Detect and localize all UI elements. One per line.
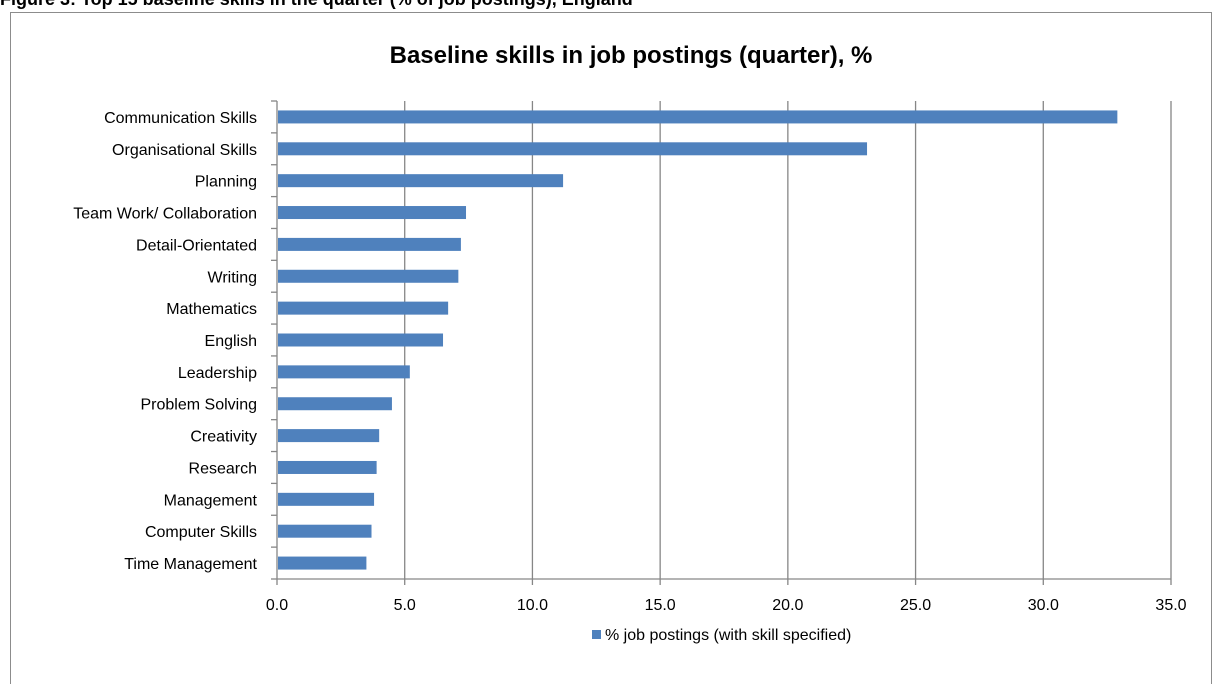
figure-caption: Figure 3: Top 15 baseline skills in the … [0, 0, 1214, 11]
legend-swatch [592, 630, 601, 639]
category-label: Communication Skills [104, 110, 257, 127]
bars [278, 110, 1118, 570]
category-labels: Communication Skills Organisational Skill… [73, 110, 257, 573]
x-tick-label: 20.0 [772, 597, 803, 614]
bar [278, 269, 459, 283]
x-tick-label: 35.0 [1155, 597, 1186, 614]
bar [278, 333, 444, 347]
x-tick-label: 10.0 [517, 597, 548, 614]
category-label: Writing [208, 269, 258, 286]
category-label: English [205, 333, 257, 350]
category-label: Problem Solving [141, 397, 258, 414]
x-tick-label: 0.0 [266, 597, 288, 614]
bar [278, 142, 868, 156]
bar [278, 206, 467, 220]
category-label: Time Management [124, 556, 257, 573]
category-label: Organisational Skills [112, 142, 257, 159]
x-tick-label: 5.0 [394, 597, 416, 614]
bar [278, 174, 564, 188]
chart-title: Baseline skills in job postings (quarter… [390, 42, 873, 69]
bar-chart: Baseline skills in job postings (quarter… [73, 42, 1187, 644]
bar [278, 110, 1118, 124]
x-tick-label: 30.0 [1028, 597, 1059, 614]
x-tick-label: 25.0 [900, 597, 931, 614]
chart-frame: Baseline skills in job postings (quarter… [10, 12, 1212, 684]
x-tick-labels: 0.0 5.0 10.0 15.0 20.0 25.0 30.0 35.0 [266, 597, 1187, 614]
bar [278, 524, 372, 538]
bar [278, 301, 449, 315]
bar [278, 397, 392, 411]
axes [271, 100, 1172, 585]
legend-label: % job postings (with skill specified) [605, 627, 851, 644]
category-label: Research [189, 460, 257, 477]
bar [278, 556, 367, 570]
gridlines [404, 101, 1172, 579]
bar [278, 492, 375, 506]
category-label: Detail-Orientated [136, 237, 257, 254]
category-label: Planning [195, 174, 257, 191]
bar [278, 460, 377, 474]
legend: % job postings (with skill specified) [592, 627, 851, 644]
bar [278, 365, 410, 379]
bar [278, 429, 380, 443]
category-label: Team Work/ Collaboration [73, 206, 257, 223]
x-tick-label: 15.0 [645, 597, 676, 614]
category-label: Leadership [178, 365, 257, 382]
category-label: Creativity [190, 429, 257, 446]
bar [278, 237, 461, 251]
category-label: Management [164, 492, 258, 509]
category-label: Mathematics [166, 301, 257, 318]
category-label: Computer Skills [145, 524, 257, 541]
